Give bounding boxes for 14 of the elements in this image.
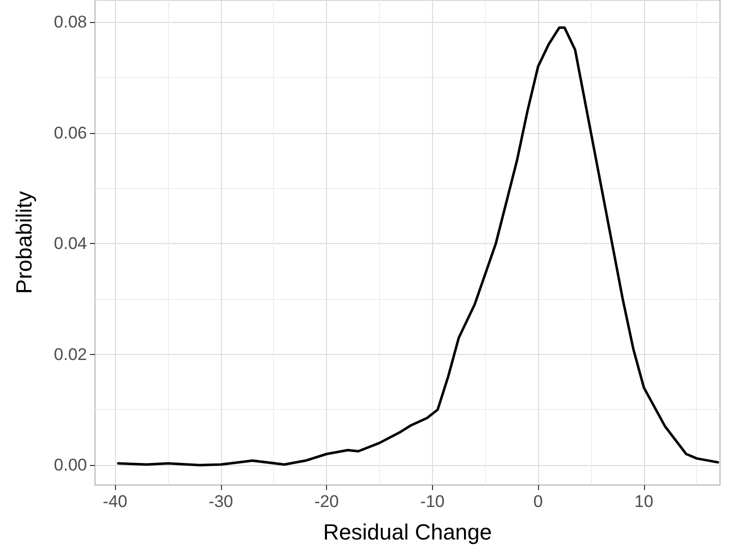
x-tick-label: -30 [208,492,234,511]
x-tick-label: -20 [314,492,339,511]
y-axis-title: Probability [12,191,36,294]
x-tick-label: -40 [102,492,128,511]
x-tick-label: 10 [634,492,654,511]
x-axis-title: Residual Change [323,520,492,544]
x-tick-label: -10 [420,492,445,511]
line-series [117,26,720,466]
y-tick-label: 0.04 [54,234,87,254]
y-tick-label: 0.06 [54,123,87,142]
y-tick-label: 0.08 [54,12,87,32]
y-tick-label: 0.02 [54,344,87,364]
y-tick-label: 0.00 [54,456,87,475]
x-tick-label: 0 [533,492,543,511]
